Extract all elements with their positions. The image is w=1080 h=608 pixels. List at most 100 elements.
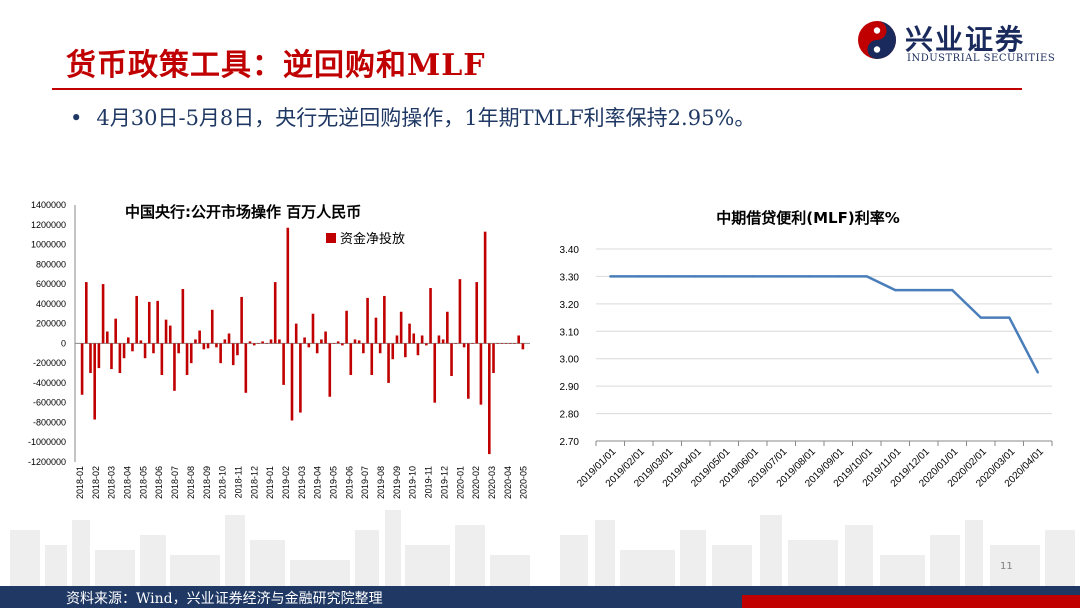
line-point bbox=[922, 288, 925, 292]
bar-mark bbox=[147, 301, 151, 344]
bar-mark bbox=[244, 343, 248, 393]
bar-mark bbox=[168, 325, 172, 344]
bar-x-tick-label: 2019-01 bbox=[265, 466, 275, 499]
bar-mark bbox=[282, 343, 285, 385]
bar-mark bbox=[219, 343, 222, 364]
line-y-tick-label: 2.70 bbox=[560, 437, 580, 448]
line-point bbox=[609, 275, 612, 278]
logo-text-cn: 兴业证券 bbox=[905, 23, 1026, 56]
line-point bbox=[723, 275, 726, 278]
line-point bbox=[666, 275, 669, 278]
bar-mark bbox=[454, 343, 458, 344]
bar-mark bbox=[93, 343, 96, 420]
bar-mark bbox=[181, 289, 185, 344]
bar-mark bbox=[437, 335, 441, 344]
bar-mark bbox=[408, 323, 411, 344]
bar-mark bbox=[185, 343, 189, 376]
skyline-background bbox=[10, 510, 1075, 590]
bar-mark bbox=[320, 339, 323, 344]
bar-mark bbox=[429, 288, 432, 344]
bar-mark bbox=[101, 284, 105, 344]
bar-mark bbox=[433, 343, 437, 403]
footer-source: 资料来源：Wind，兴业证券经济与金融研究院整理 bbox=[66, 591, 383, 607]
bar-mark bbox=[458, 279, 462, 344]
bar-x-tick-label: 2019-05 bbox=[329, 466, 339, 499]
bar-y-tick-label: 600000 bbox=[36, 279, 66, 289]
bar-x-tick-label: 2019-07 bbox=[360, 466, 370, 499]
bar-mark bbox=[441, 339, 445, 344]
bar-x-tick-label: 2019-11 bbox=[424, 466, 434, 498]
bar-x-tick-label: 2019-03 bbox=[297, 466, 307, 499]
bar-mark bbox=[160, 343, 164, 376]
bar-mark bbox=[265, 343, 269, 344]
bar-x-tick-label: 2018-11 bbox=[234, 466, 244, 498]
bar-y-tick-label: -1000000 bbox=[28, 437, 66, 447]
bar-mark bbox=[97, 343, 101, 369]
line-point bbox=[865, 275, 868, 278]
bar-mark bbox=[420, 335, 424, 344]
bar-mark bbox=[387, 343, 390, 383]
bar-mark bbox=[332, 343, 336, 344]
bar-mark bbox=[504, 343, 508, 344]
bar-chart-title: 中国央行:公开市场操作 百万人民币 bbox=[125, 203, 361, 221]
bar-mark bbox=[383, 295, 386, 344]
bar-mark bbox=[311, 313, 315, 344]
line-y-tick-label: 2.80 bbox=[560, 410, 580, 421]
bar-mark bbox=[105, 331, 109, 344]
bar-mark bbox=[202, 343, 206, 350]
bar-mark bbox=[273, 282, 277, 344]
bar-mark bbox=[315, 343, 319, 354]
bar-mark bbox=[479, 343, 483, 405]
bar-mark bbox=[303, 337, 306, 344]
bar-mark bbox=[328, 343, 332, 397]
bar-x-tick-label: 2018-02 bbox=[91, 466, 101, 499]
bar-mark bbox=[152, 343, 155, 354]
bar-mark bbox=[143, 343, 147, 359]
bar-y-tick-label: -400000 bbox=[33, 378, 66, 388]
bar-x-tick-label: 2018-04 bbox=[123, 466, 133, 499]
bar-x-tick-label: 2019-10 bbox=[408, 466, 418, 499]
line-chart-title: 中期借贷便利(MLF)利率% bbox=[716, 209, 899, 227]
bar-mark bbox=[156, 300, 159, 344]
bar-mark bbox=[492, 343, 495, 374]
summary-bullet: • 4月30日-5月8日，央行无逆回购操作，1年期TMLF利率保持2.95%。 bbox=[70, 102, 755, 132]
bar-mark bbox=[135, 295, 138, 344]
bar-mark bbox=[349, 343, 353, 376]
bullet-marker: • bbox=[70, 106, 83, 130]
bar-x-tick-label: 2018-06 bbox=[154, 466, 164, 499]
bar-mark bbox=[206, 343, 210, 349]
bar-y-tick-label: -600000 bbox=[33, 398, 66, 408]
bar-y-tick-label: 1200000 bbox=[31, 220, 66, 230]
bar-mark bbox=[521, 343, 525, 350]
bar-y-tick-label: 800000 bbox=[36, 259, 66, 269]
bar-mark bbox=[517, 335, 520, 344]
line-point bbox=[1036, 371, 1040, 374]
footer-accent bbox=[742, 595, 1080, 608]
bar-mark bbox=[126, 337, 130, 344]
bar-mark bbox=[336, 341, 340, 344]
bar-x-tick-label: 2019-12 bbox=[439, 466, 449, 499]
bar-mark bbox=[139, 340, 143, 344]
bar-mark bbox=[462, 343, 466, 348]
page-title: 货币政策工具：逆回购和MLF bbox=[66, 48, 486, 83]
line-point bbox=[1008, 316, 1011, 319]
bar-x-tick-label: 2020-03 bbox=[487, 466, 497, 499]
line-y-tick-label: 3.00 bbox=[560, 355, 580, 366]
bar-y-tick-label: 400000 bbox=[36, 299, 66, 309]
bar-x-tick-label: 2018-12 bbox=[249, 466, 259, 499]
bar-mark bbox=[194, 339, 197, 344]
bar-legend-label: 资金净投放 bbox=[340, 231, 405, 247]
bar-mark bbox=[374, 317, 378, 344]
bar-x-tick-label: 2018-03 bbox=[107, 466, 117, 499]
line-point bbox=[637, 275, 640, 278]
bar-mark bbox=[114, 318, 117, 344]
bar-legend-swatch bbox=[326, 233, 336, 243]
line-point bbox=[837, 275, 840, 278]
bar-x-tick-label: 2018-01 bbox=[75, 466, 85, 499]
bar-y-tick-label: 0 bbox=[61, 338, 66, 348]
bar-mark bbox=[483, 231, 487, 344]
bar-mark bbox=[257, 343, 260, 344]
bar-y-tick-label: 1000000 bbox=[31, 240, 66, 250]
bar-mark bbox=[236, 343, 239, 356]
bar-mark bbox=[391, 343, 395, 360]
